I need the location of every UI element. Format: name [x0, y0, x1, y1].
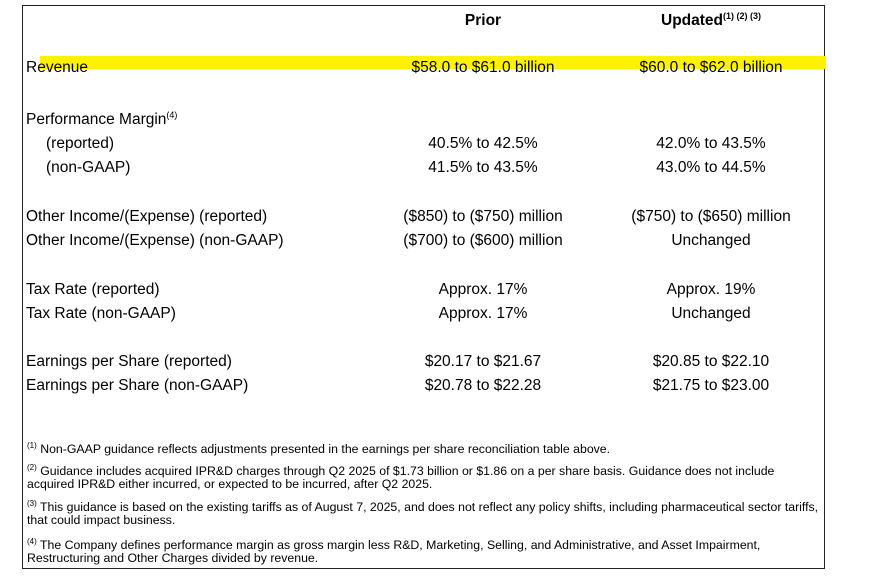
- revenue-label: Revenue: [26, 59, 89, 76]
- oi-reported-updated: ($750) to ($650) million: [631, 208, 791, 225]
- pm-nongaap-updated: 43.0% to 44.5%: [656, 159, 766, 176]
- revenue-highlight: [40, 56, 826, 69]
- oi-reported-label: Other Income/(Expense) (reported): [26, 208, 268, 225]
- col-header-updated: Updated(1) (2) (3): [661, 10, 761, 30]
- footnote-4-text: The Company defines performance margin a…: [27, 538, 761, 565]
- col-header-updated-refs: (1) (2) (3): [723, 10, 761, 21]
- footnote-3: (3) This guidance is based on the existi…: [27, 498, 819, 527]
- eps-nongaap-label: Earnings per Share (non-GAAP): [26, 377, 249, 394]
- pm-reported-updated: 42.0% to 43.5%: [656, 135, 766, 152]
- footnote-2-text: Guidance includes acquired IPR&D charges…: [27, 464, 775, 491]
- footnote-3-ref: (3): [27, 498, 37, 508]
- footnote-3-text: This guidance is based on the existing t…: [27, 500, 819, 527]
- footnote-1-text: Non-GAAP guidance reflects adjustments p…: [36, 442, 611, 456]
- eps-reported-prior: $20.17 to $21.67: [424, 353, 542, 370]
- footnote-1-ref: (1): [27, 440, 37, 450]
- tax-reported-prior: Approx. 17%: [438, 281, 528, 298]
- revenue-updated: $60.0 to $62.0 billion: [639, 59, 783, 76]
- tax-nongaap-label: Tax Rate (non-GAAP): [26, 305, 176, 322]
- pm-reported-label: (reported): [46, 135, 115, 152]
- perf-margin-ref: (4): [166, 109, 178, 120]
- oi-nongaap-label: Other Income/(Expense) (non-GAAP): [26, 232, 284, 249]
- col-header-prior: Prior: [464, 12, 502, 29]
- pm-reported-prior: 40.5% to 42.5%: [428, 135, 538, 152]
- footnote-4: (4) The Company defines performance marg…: [27, 536, 819, 565]
- pm-nongaap-prior: 41.5% to 43.5%: [428, 159, 538, 176]
- eps-reported-label: Earnings per Share (reported): [26, 353, 232, 370]
- eps-nongaap-updated: $21.75 to $23.00: [652, 377, 770, 394]
- footnote-1: (1) Non-GAAP guidance reflects adjustmen…: [27, 440, 819, 456]
- col-header-updated-label: Updated: [661, 12, 723, 29]
- tax-nongaap-updated: Unchanged: [671, 305, 751, 322]
- footnote-4-ref: (4): [27, 536, 37, 546]
- perf-margin-label: Performance Margin(4): [26, 109, 178, 129]
- footnote-2-ref: (2): [27, 462, 37, 472]
- tax-reported-updated: Approx. 19%: [666, 281, 756, 298]
- perf-margin-label-text: Performance Margin: [26, 111, 167, 128]
- eps-reported-updated: $20.85 to $22.10: [652, 353, 770, 370]
- revenue-prior: $58.0 to $61.0 billion: [411, 59, 555, 76]
- oi-reported-prior: ($850) to ($750) million: [403, 208, 563, 225]
- eps-nongaap-prior: $20.78 to $22.28: [424, 377, 542, 394]
- guidance-table-frame: [22, 5, 825, 569]
- pm-nongaap-label: (non-GAAP): [46, 159, 131, 176]
- footnote-2: (2) Guidance includes acquired IPR&D cha…: [27, 462, 819, 491]
- tax-reported-label: Tax Rate (reported): [26, 281, 160, 298]
- tax-nongaap-prior: Approx. 17%: [438, 305, 528, 322]
- oi-nongaap-updated: Unchanged: [671, 232, 751, 249]
- oi-nongaap-prior: ($700) to ($600) million: [403, 232, 563, 249]
